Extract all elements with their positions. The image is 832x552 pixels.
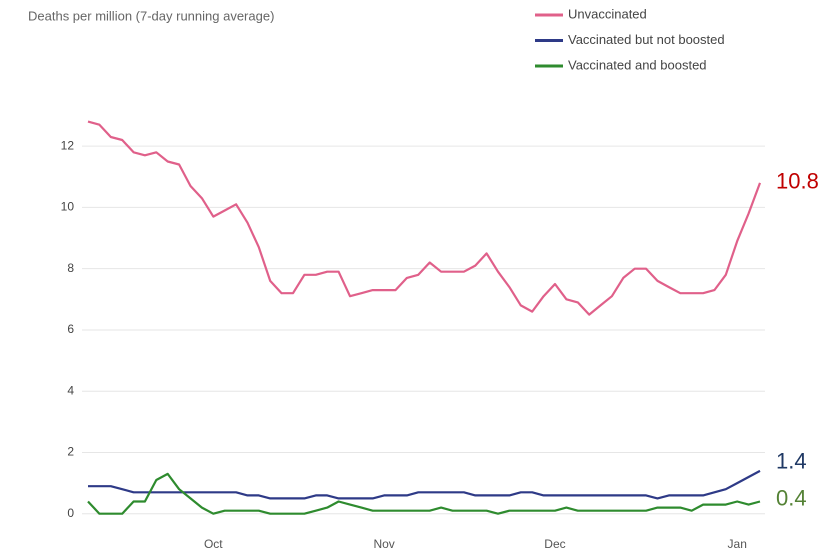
end-label: 10.8 xyxy=(776,169,819,194)
y-tick-label: 2 xyxy=(67,445,74,459)
series-line xyxy=(87,120,762,316)
y-tick-label: 10 xyxy=(61,200,75,214)
y-tick-label: 0 xyxy=(67,506,74,520)
series-line xyxy=(88,469,761,500)
y-tick-label: 12 xyxy=(61,138,75,152)
y-tick-label: 6 xyxy=(67,322,74,336)
series-line xyxy=(87,472,761,515)
y-tick-label: 8 xyxy=(67,261,74,275)
end-label: 1.4 xyxy=(776,449,807,474)
legend-label: Vaccinated and boosted xyxy=(568,57,707,72)
x-tick-label: Dec xyxy=(544,537,565,551)
x-tick-label: Jan xyxy=(728,537,747,551)
x-tick-label: Oct xyxy=(204,537,223,551)
x-tick-label: Nov xyxy=(373,537,394,551)
end-label: 0.4 xyxy=(776,485,807,510)
legend-label: Vaccinated but not boosted xyxy=(568,32,725,47)
legend-label: Unvaccinated xyxy=(568,6,647,21)
y-tick-label: 4 xyxy=(67,383,74,397)
chart-title: Deaths per million (7-day running averag… xyxy=(28,8,274,23)
